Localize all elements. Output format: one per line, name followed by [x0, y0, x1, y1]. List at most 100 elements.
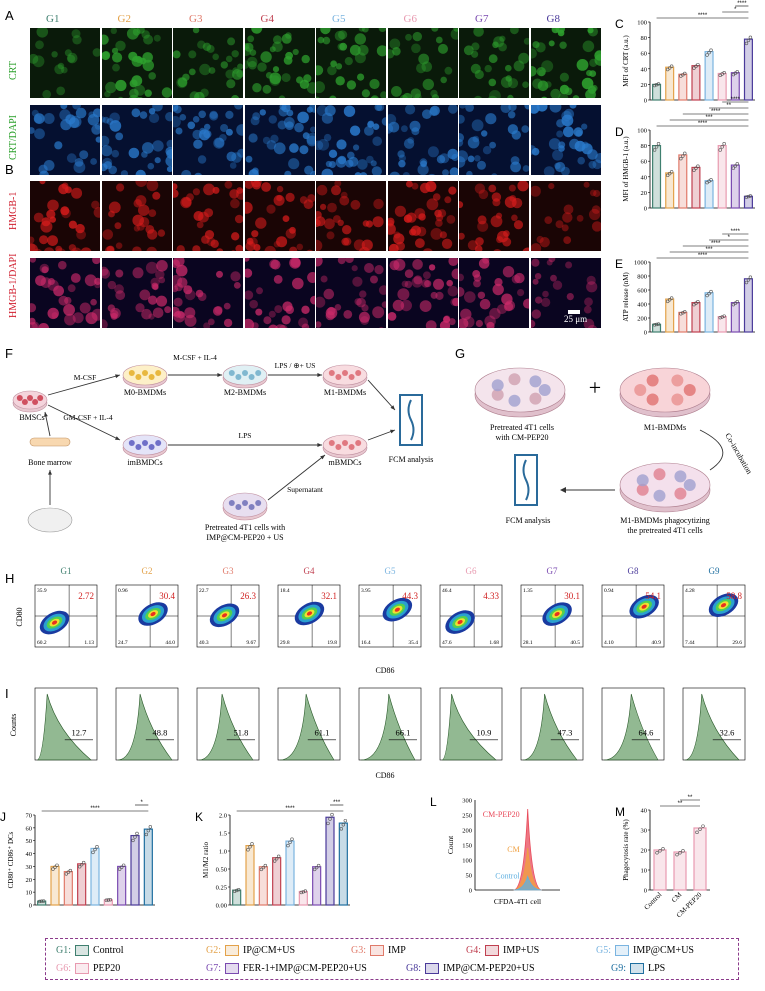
data-point — [64, 872, 69, 876]
column-label-g8: G8 — [546, 13, 560, 25]
data-point — [652, 323, 657, 327]
micrograph-tile — [387, 181, 458, 251]
density-contour-4 — [306, 611, 313, 616]
micrograph-tile — [530, 257, 601, 328]
micrograph-tile — [244, 257, 315, 328]
cell — [653, 489, 666, 502]
label-supernatant: Supernatant — [287, 485, 324, 494]
panel-label-b: B — [5, 162, 14, 177]
data-point — [343, 818, 348, 823]
bar — [678, 73, 688, 101]
data-point — [722, 314, 726, 318]
gate-value: 61.1 — [314, 728, 329, 738]
cell — [21, 399, 28, 405]
legend-swatch — [225, 945, 239, 957]
scale-bar — [568, 310, 580, 314]
data-point — [666, 299, 670, 304]
significance-label: * — [728, 235, 731, 241]
q1-value: 4.28 — [685, 588, 695, 594]
row-label-crt-dapi: CRT/DAPI — [8, 115, 19, 160]
micrograph-tile — [316, 104, 386, 175]
data-point — [652, 148, 657, 152]
cell — [142, 440, 148, 446]
bar — [285, 840, 295, 906]
y-axis-label: MFI of CRT (a.u.) — [622, 35, 630, 87]
q1-value: 3.95 — [361, 588, 371, 594]
dish-imbmdc — [122, 434, 168, 459]
panel-label-h: H — [5, 571, 14, 586]
data-point — [679, 156, 683, 161]
bar — [90, 847, 100, 906]
data-point — [683, 151, 687, 156]
data-point — [328, 817, 332, 821]
y-tick-label: 60 — [641, 51, 648, 58]
legend-item-3: G3: IMP — [351, 945, 406, 957]
y-tick-label: 0 — [29, 903, 32, 910]
data-point — [652, 83, 657, 88]
micrograph-tile — [459, 104, 529, 175]
data-point — [66, 870, 71, 874]
arrow-m2-m1-head — [317, 373, 322, 377]
label-pretreated-1: Pretreated 4T1 cells with — [205, 523, 285, 532]
legend-name: LPS — [648, 963, 666, 974]
flow-cytometry-h: H CD80 CD86 G1 2.72 35.9 60.2 1.13 G2 30.4 0.96 24.… — [5, 566, 746, 675]
micrograph-tile — [173, 104, 243, 175]
dish-m0 — [122, 364, 168, 389]
label-plus: + — [589, 375, 601, 400]
fcm-tube — [399, 394, 423, 446]
data-point — [707, 291, 711, 296]
column-label-g1: G1 — [46, 13, 60, 25]
cell — [155, 370, 162, 376]
cell — [529, 375, 542, 388]
data-point — [718, 315, 722, 320]
q1-value: 35.9 — [37, 588, 47, 594]
arrow-mb-fcm — [367, 429, 396, 441]
cell — [683, 384, 696, 396]
data-point — [675, 852, 679, 857]
bar — [693, 827, 707, 891]
q2-value: 44.3 — [402, 591, 418, 601]
data-point — [694, 64, 698, 69]
data-point — [290, 837, 294, 841]
legend-swatch — [630, 963, 644, 975]
y-axis-label: Count — [446, 835, 455, 854]
micrograph-tile — [459, 181, 529, 251]
data-point — [312, 867, 317, 872]
y-tick-label: 0 — [644, 98, 647, 105]
dish-top — [619, 462, 711, 508]
significance-label: ** — [678, 801, 683, 807]
bone-icon — [29, 437, 71, 447]
q1-value: 22.7 — [199, 588, 209, 594]
y-axis-label: MFI of HMGB-1 (a.u.) — [622, 136, 630, 202]
y-tick-label: 0.25 — [216, 885, 227, 892]
label-pre-g-1: Pretreated 4T1 cells — [490, 423, 554, 432]
cell — [342, 370, 348, 376]
micrograph-tile — [173, 257, 243, 328]
data-point — [667, 171, 672, 176]
cell — [148, 374, 155, 380]
data-point — [119, 865, 124, 869]
arrow-gmcsf-head — [115, 436, 120, 440]
cell — [335, 444, 342, 450]
gate-value: 47.3 — [557, 728, 572, 738]
y-tick-label: 40 — [641, 808, 648, 815]
i-x-label: CD86 — [375, 771, 394, 780]
y-tick-label: 2.0 — [219, 813, 227, 820]
cell — [491, 388, 504, 401]
panel-label-g: G — [455, 346, 465, 361]
bar — [678, 154, 688, 209]
bar — [704, 180, 714, 209]
data-point — [39, 899, 44, 903]
legend-name: Control — [93, 945, 124, 956]
column-label: G8 — [628, 566, 639, 576]
density-contour-4 — [150, 611, 156, 617]
arrow-mcsf-head — [115, 374, 120, 379]
histogram-curve — [360, 693, 416, 761]
data-point — [131, 838, 135, 843]
y-tick-label: 10 — [26, 890, 33, 897]
label-pretreated-2: IMP@CM-PEP20 + US — [206, 533, 283, 542]
bar — [50, 865, 60, 906]
bar — [143, 828, 153, 906]
column-label-g5: G5 — [332, 13, 346, 25]
data-point — [95, 845, 99, 849]
